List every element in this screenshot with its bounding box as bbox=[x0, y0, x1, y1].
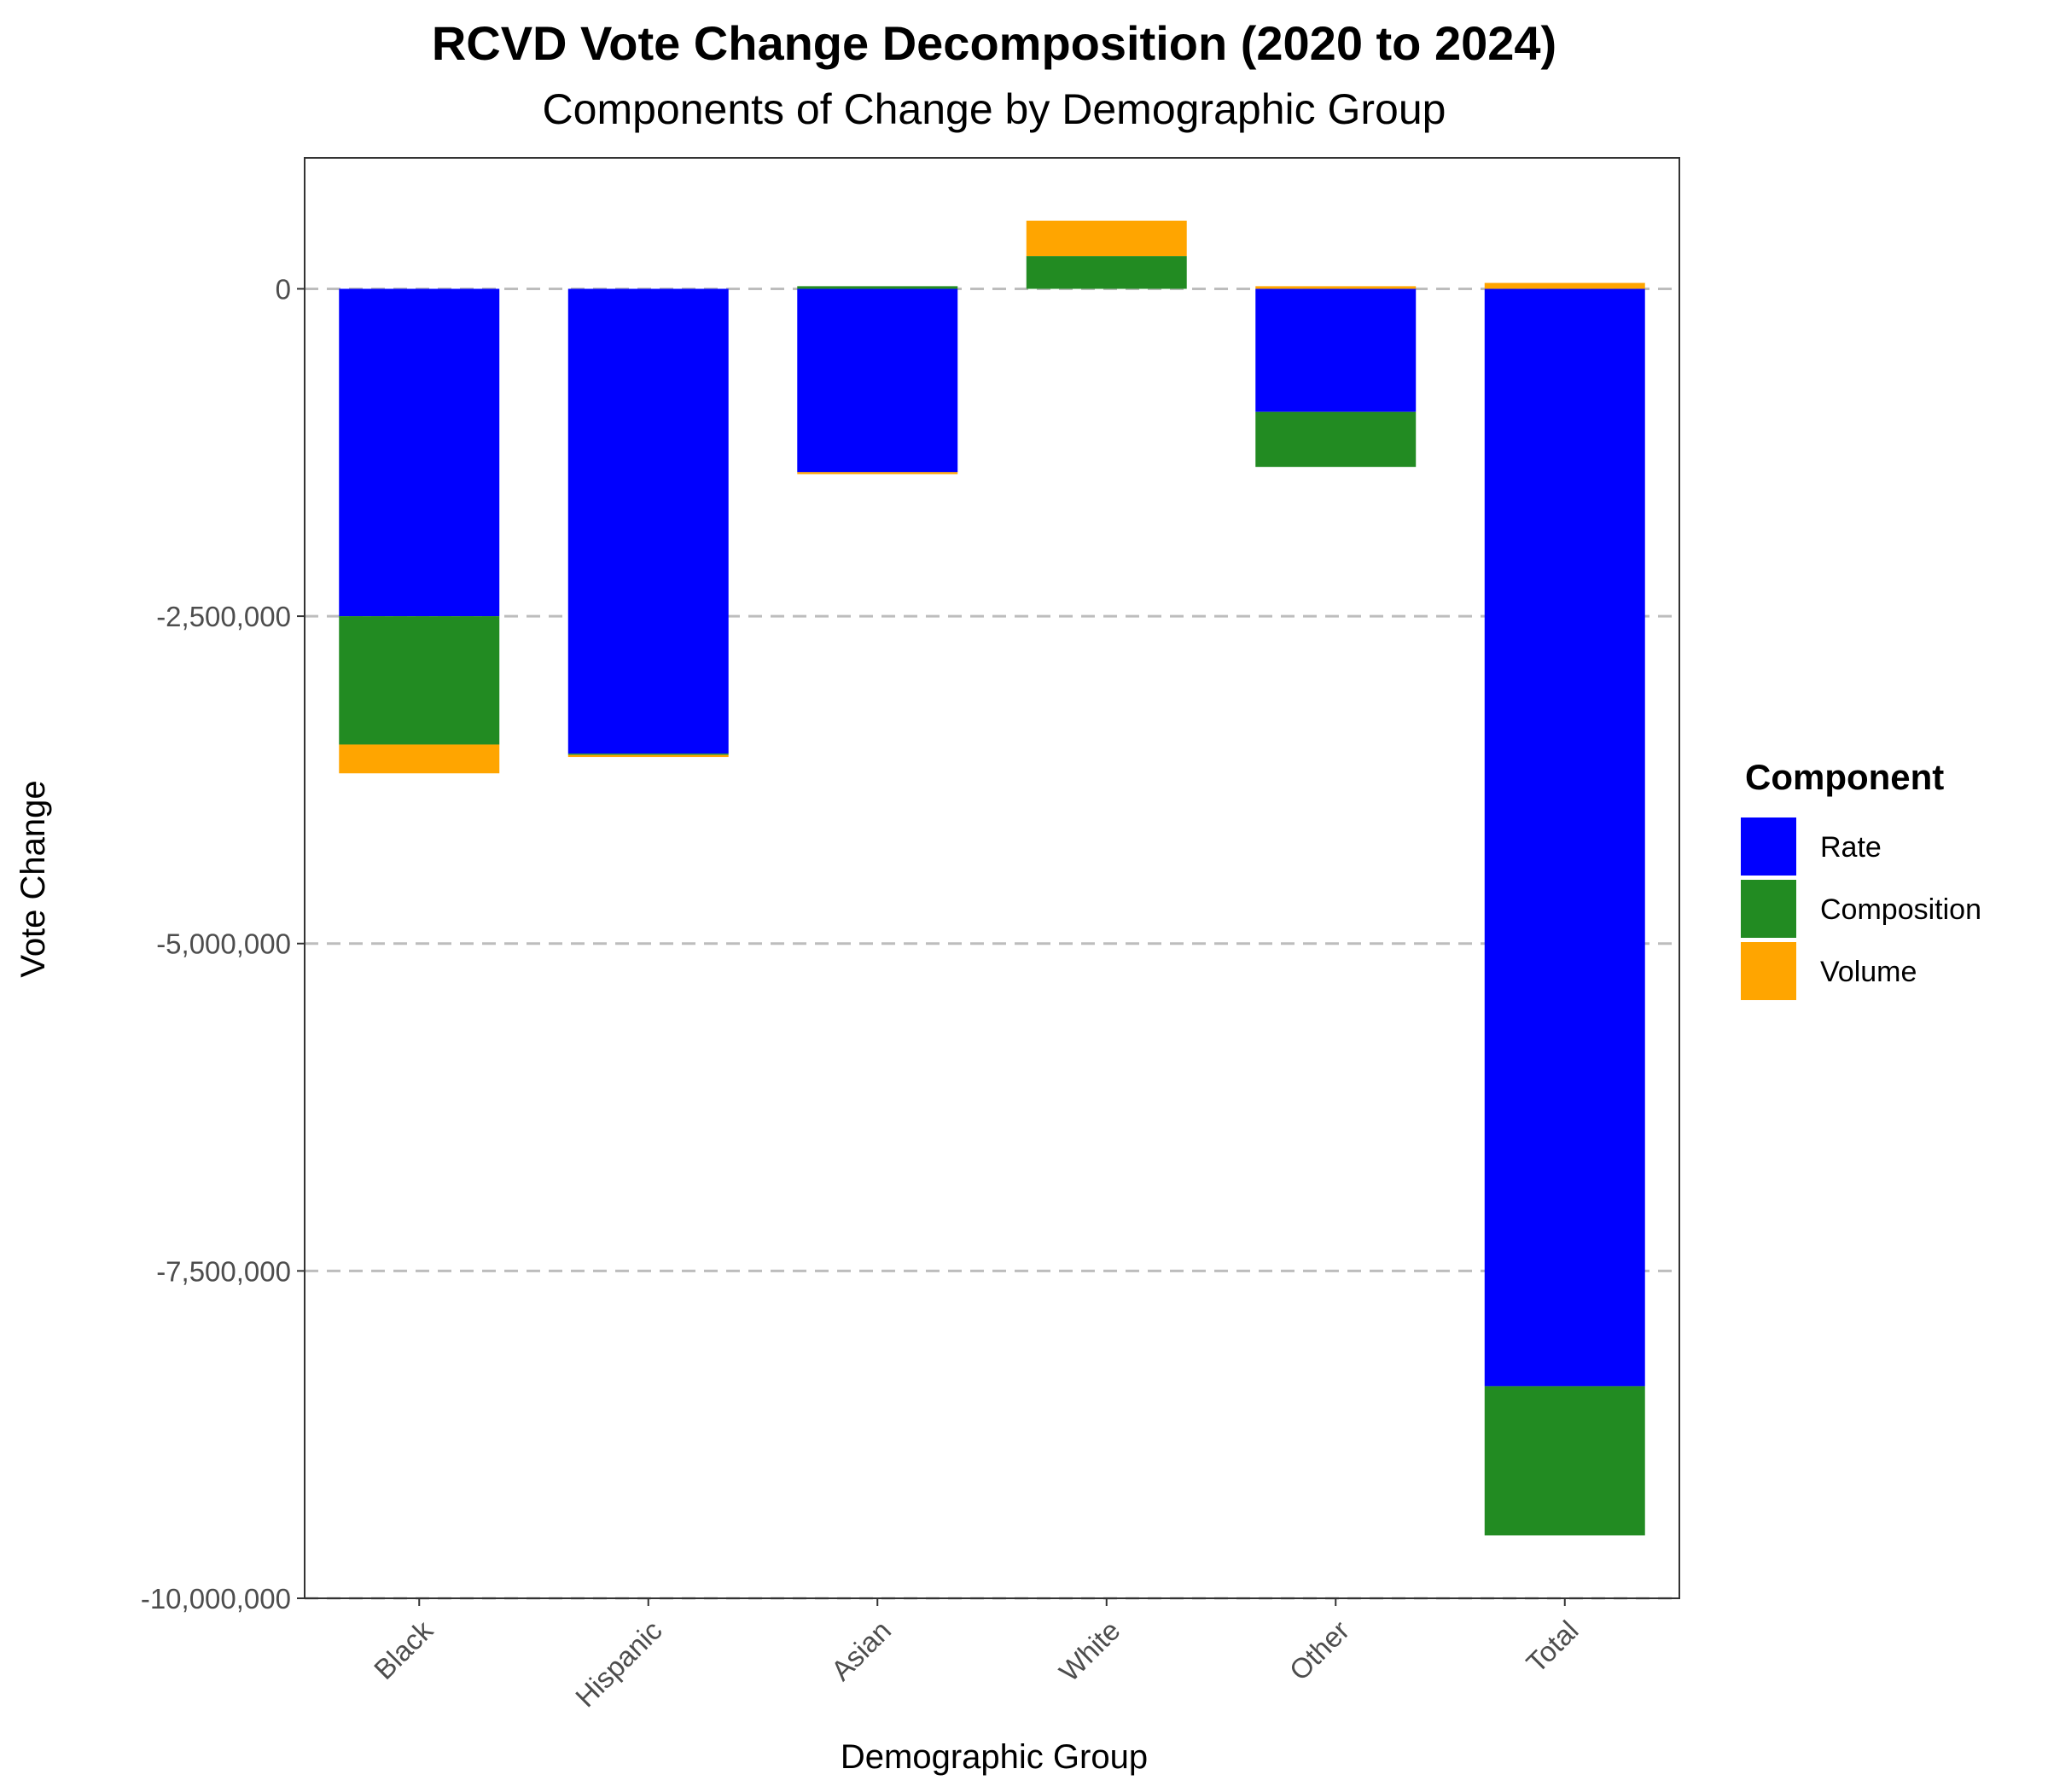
bar-volume-asian bbox=[797, 472, 958, 474]
bar-composition-asian bbox=[797, 286, 958, 289]
bar-volume-hispanic bbox=[567, 754, 729, 758]
x-tick-label: Total bbox=[1520, 1615, 1584, 1679]
bar-volume-black bbox=[339, 744, 500, 774]
bar-rate-other bbox=[1255, 288, 1417, 412]
bar-volume-other bbox=[1255, 286, 1417, 289]
legend-label-volume: Volume bbox=[1820, 956, 1917, 988]
y-tick-label: -10,000,000 bbox=[141, 1583, 291, 1615]
legend-label-composition: Composition bbox=[1820, 893, 1981, 926]
x-tick-label: Hispanic bbox=[569, 1615, 668, 1713]
x-tick-label: Asian bbox=[825, 1615, 898, 1687]
bar-composition-other bbox=[1255, 411, 1417, 468]
bar-rate-hispanic bbox=[567, 288, 729, 754]
bar-composition-total bbox=[1484, 1386, 1645, 1536]
legend-key-volume bbox=[1741, 942, 1796, 1000]
chart-title: RCVD Vote Change Decomposition (2020 to … bbox=[432, 16, 1556, 70]
bar-composition-hispanic bbox=[567, 753, 729, 755]
plot-area: 0 -2,500,000 -5,000,000 -7,500,000 -10,000,0… bbox=[141, 157, 1680, 1713]
bar-composition-black bbox=[339, 616, 500, 745]
y-tick-label: 0 bbox=[276, 273, 291, 305]
bar-rate-asian bbox=[797, 288, 958, 473]
x-tick-label: Other bbox=[1283, 1615, 1356, 1687]
x-tick-label: Black bbox=[368, 1614, 439, 1685]
legend-key-rate bbox=[1741, 817, 1796, 876]
y-axis-title: Vote Change bbox=[15, 780, 52, 977]
bar-rate-total bbox=[1484, 288, 1645, 1387]
legend-title: Component bbox=[1745, 757, 1944, 797]
bar-volume-white bbox=[1026, 220, 1187, 257]
bar-rate-black bbox=[339, 288, 500, 617]
x-tick-label: White bbox=[1053, 1615, 1126, 1688]
y-tick-label: -5,000,000 bbox=[156, 928, 291, 960]
y-tick-label: -2,500,000 bbox=[156, 601, 291, 632]
x-axis-title: Demographic Group bbox=[841, 1738, 1148, 1776]
legend-key-composition bbox=[1741, 880, 1796, 938]
chart-subtitle: Components of Change by Demographic Grou… bbox=[543, 85, 1446, 133]
y-tick-label: -7,500,000 bbox=[156, 1255, 291, 1287]
bar-composition-white bbox=[1026, 256, 1187, 289]
bar-volume-total bbox=[1484, 282, 1645, 289]
plot-border bbox=[304, 157, 1680, 1599]
plot-background bbox=[305, 158, 1679, 1598]
legend: Component Rate Composition Volume bbox=[1741, 757, 1981, 1000]
legend-label-rate: Rate bbox=[1820, 831, 1882, 864]
